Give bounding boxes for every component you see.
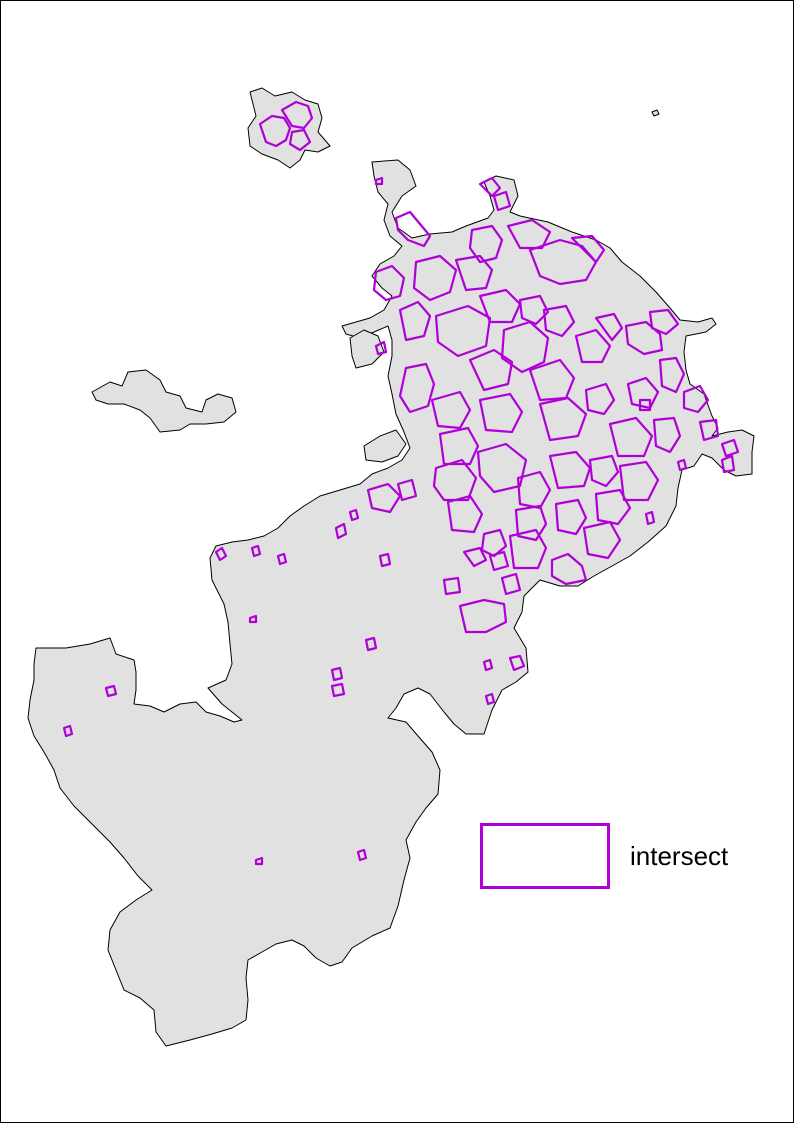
intersect-patch xyxy=(254,856,264,866)
intersect-patch xyxy=(582,520,622,560)
intersect-patch xyxy=(480,528,508,558)
intersect-patch xyxy=(508,528,548,570)
intersect-patch xyxy=(330,666,344,682)
intersect-patch xyxy=(508,654,526,672)
intersect-patch xyxy=(62,724,74,738)
intersect-patches xyxy=(62,100,740,866)
intersect-patch xyxy=(430,390,472,430)
intersect-patch xyxy=(638,398,652,412)
intersect-patch xyxy=(518,294,550,326)
intersect-patch xyxy=(280,100,314,130)
intersect-patch xyxy=(720,438,740,458)
intersect-patch xyxy=(676,458,688,472)
intersect-patch xyxy=(258,114,292,148)
intersect-patch xyxy=(644,510,656,526)
intersect-patch xyxy=(538,396,588,442)
intersect-patch xyxy=(476,442,528,494)
intersect-patch xyxy=(626,376,660,410)
region-west-fragment xyxy=(349,329,385,369)
intersect-patch xyxy=(454,254,494,292)
intersect-patch xyxy=(648,308,680,336)
intersect-patch xyxy=(624,320,664,356)
intersect-patch xyxy=(554,498,588,536)
intersect-patch xyxy=(528,358,576,402)
intersect-patch xyxy=(366,482,402,514)
intersect-patch xyxy=(412,254,458,302)
intersect-patch xyxy=(250,544,262,558)
intersect-patch xyxy=(334,522,348,540)
region-southwest-fragment xyxy=(363,429,407,463)
intersect-patch xyxy=(492,190,512,212)
intersect-patch xyxy=(500,572,522,596)
intersect-patch xyxy=(500,320,550,374)
legend-intersect-symbol xyxy=(480,823,610,889)
intersect-patch xyxy=(394,210,432,248)
intersect-patch xyxy=(378,552,392,568)
intersect-patch xyxy=(570,234,606,264)
intersect-patch xyxy=(658,356,686,394)
intersect-patch xyxy=(288,128,312,152)
intersect-patch xyxy=(682,384,710,414)
intersect-patch xyxy=(478,176,502,198)
intersect-patch xyxy=(608,416,654,458)
intersect-patch xyxy=(594,312,624,342)
intersect-patch xyxy=(398,300,432,342)
intersect-patch xyxy=(364,636,378,652)
intersect-patch xyxy=(348,508,360,522)
intersect-patch xyxy=(468,348,514,392)
intersect-patch xyxy=(594,488,632,526)
intersect-patch xyxy=(482,658,494,672)
intersect-patch xyxy=(356,848,368,862)
intersect-patch xyxy=(374,340,388,356)
intersect-patch xyxy=(584,382,616,416)
intersect-patch xyxy=(432,458,478,502)
intersect-patch xyxy=(574,328,612,364)
intersect-patch xyxy=(438,426,480,466)
intersect-patch xyxy=(698,418,720,442)
intersect-patch xyxy=(652,416,682,454)
intersect-patch xyxy=(528,238,598,286)
intersect-patch xyxy=(462,546,488,568)
intersect-patch xyxy=(276,552,288,566)
intersect-patch xyxy=(372,264,406,302)
intersect-patch xyxy=(550,552,588,586)
intersect-patch xyxy=(506,218,552,250)
region-west-island xyxy=(91,369,237,433)
intersect-patch xyxy=(514,504,548,542)
region-polygons xyxy=(27,87,755,1047)
intersect-patch xyxy=(468,224,504,264)
intersect-patch xyxy=(374,176,384,186)
region-city xyxy=(27,159,755,1047)
intersect-patch xyxy=(330,682,346,698)
intersect-patch xyxy=(484,692,496,706)
intersect-patch xyxy=(446,494,484,534)
legend-intersect-label: intersect xyxy=(630,841,729,871)
intersect-patch xyxy=(434,304,492,358)
intersect-patch xyxy=(478,392,524,434)
intersect-patch xyxy=(488,550,510,572)
intersect-patch xyxy=(396,478,418,502)
intersect-patch xyxy=(548,450,592,490)
intersect-patch xyxy=(248,614,258,624)
intersect-patch xyxy=(398,362,436,414)
intersect-patch xyxy=(458,598,508,634)
intersect-patch xyxy=(214,546,228,562)
region-speck xyxy=(651,109,660,117)
intersect-patch xyxy=(104,684,118,698)
intersect-patch xyxy=(516,470,552,510)
intersect-patch xyxy=(542,304,576,338)
intersect-patch xyxy=(588,454,620,488)
intersect-patch xyxy=(442,576,462,596)
intersect-patch xyxy=(478,288,522,324)
intersect-patch xyxy=(720,454,736,474)
